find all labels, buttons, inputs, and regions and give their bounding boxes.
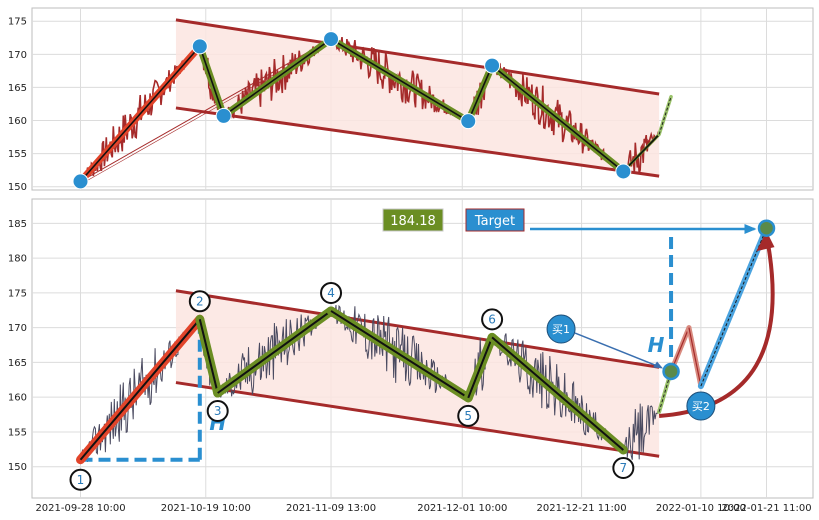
projected-height-label: H bbox=[648, 333, 665, 357]
x-tick-label: 2021-12-01 10:00 bbox=[417, 503, 507, 514]
y-tick-label: 165 bbox=[8, 358, 27, 369]
x-tick-label: 2022-01-21 11:00 bbox=[721, 503, 811, 514]
bottom-x-ticks: 2021-09-28 10:00 2021-10-19 10:00 2021-11-… bbox=[35, 503, 811, 514]
pivot-label-text: 7 bbox=[620, 461, 628, 475]
pivot-label-text: 4 bbox=[327, 286, 335, 300]
zigzag-inner bbox=[199, 46, 225, 117]
buy2-label: 买2 bbox=[692, 400, 710, 413]
pivot-marker bbox=[191, 38, 208, 55]
pivot-label-circle bbox=[612, 457, 635, 480]
y-tick-label: 185 bbox=[8, 219, 27, 230]
annotations: 184.18 Target H 买1 买2 bbox=[382, 208, 757, 421]
pivot-marker bbox=[215, 107, 232, 124]
x-tick-label: 2021-12-21 11:00 bbox=[537, 503, 627, 514]
forecast-path bbox=[657, 219, 776, 418]
target-marker bbox=[757, 219, 776, 237]
x-tick-label: 2021-10-19 10:00 bbox=[161, 503, 251, 514]
zigzag-inner bbox=[79, 45, 201, 182]
y-tick-label: 155 bbox=[8, 427, 27, 438]
bottom-y-ticks: 150 155 160 165 170 175 180 185 bbox=[8, 219, 27, 473]
pivot-label-circle bbox=[206, 400, 229, 423]
pivot-marker bbox=[484, 57, 501, 74]
pivot-label-text: 6 bbox=[488, 312, 496, 326]
pivot-marker bbox=[72, 173, 89, 190]
top-y-ticks: 150 155 160 165 170 175 bbox=[8, 17, 27, 193]
y-tick-label: 175 bbox=[8, 288, 27, 299]
pivot-label-circle bbox=[320, 281, 343, 304]
price-line bbox=[79, 33, 660, 186]
pivot-label-text: 5 bbox=[464, 409, 472, 423]
channel-upper-line bbox=[175, 289, 660, 369]
projection-dash bbox=[658, 96, 672, 135]
channel-lower-line bbox=[175, 106, 660, 178]
y-tick-label: 150 bbox=[8, 182, 27, 193]
zigzag-inner bbox=[198, 319, 219, 394]
y-tick-label: 160 bbox=[8, 116, 27, 127]
channel-lower-line bbox=[175, 381, 660, 458]
top-pivot-markers bbox=[72, 31, 632, 190]
x-tick-label: 2021-09-28 10:00 bbox=[35, 503, 125, 514]
x-tick-label: 2022-01-10 10:00 bbox=[656, 503, 746, 514]
y-tick-label: 170 bbox=[8, 323, 27, 334]
zigzag-inner bbox=[467, 65, 493, 122]
zigzag-inner bbox=[330, 38, 469, 122]
buy1-marker bbox=[662, 362, 680, 381]
y-tick-label: 170 bbox=[8, 50, 27, 61]
zigzag-inner bbox=[467, 337, 494, 399]
pivot-label-text: 3 bbox=[214, 404, 222, 418]
pivot-labels: 1 2 3 4 5 6 7 bbox=[69, 281, 635, 491]
zigzag-inner bbox=[622, 133, 660, 173]
zigzag-inner bbox=[491, 336, 624, 451]
forecast-up-dash bbox=[700, 228, 767, 387]
pivot-label-circle bbox=[69, 468, 92, 491]
top-panel: 150 155 160 165 170 175 bbox=[8, 7, 814, 193]
overlay-line bbox=[80, 38, 332, 182]
forecast-leg-inner bbox=[688, 327, 702, 387]
y-tick-label: 150 bbox=[8, 462, 27, 473]
buy1-bubble bbox=[546, 314, 576, 344]
zigzag-inner bbox=[217, 310, 332, 394]
y-tick-label: 155 bbox=[8, 149, 27, 160]
pivot-label-circle bbox=[481, 308, 504, 331]
buy1-label: 买1 bbox=[552, 323, 570, 336]
value-box bbox=[382, 208, 444, 232]
channel-upper-line bbox=[175, 18, 660, 96]
curved-arrow-head bbox=[756, 231, 775, 252]
y-tick-label: 165 bbox=[8, 83, 27, 94]
buy1-pointer bbox=[574, 332, 662, 369]
pivot-marker bbox=[460, 113, 477, 130]
zigzag-inner bbox=[491, 64, 624, 173]
pivot-label-circle bbox=[188, 290, 211, 313]
top-price-line bbox=[79, 33, 660, 186]
target-label: Target bbox=[474, 214, 515, 229]
x-tick-label: 2021-11-09 13:00 bbox=[286, 503, 376, 514]
y-tick-label: 180 bbox=[8, 254, 27, 265]
pivot-marker bbox=[323, 31, 340, 48]
buy2-bubble bbox=[686, 391, 716, 421]
target-arrowhead bbox=[744, 224, 757, 235]
value-label: 184.18 bbox=[390, 214, 436, 229]
top-zigzag bbox=[77, 35, 673, 185]
pivot-marker bbox=[615, 163, 632, 180]
y-tick-label: 160 bbox=[8, 393, 27, 404]
pivot-label-text: 2 bbox=[196, 294, 204, 308]
target-box bbox=[465, 208, 525, 232]
zigzag-inner bbox=[223, 38, 332, 117]
bottom-zigzag bbox=[76, 306, 628, 465]
zigzag-inner bbox=[79, 318, 201, 461]
pivot-label-circle bbox=[457, 404, 480, 427]
y-tick-label: 175 bbox=[8, 17, 27, 28]
zigzag-inner bbox=[330, 310, 469, 399]
buy1-pointer-head bbox=[653, 361, 664, 369]
pivot-label-text: 1 bbox=[77, 473, 85, 487]
